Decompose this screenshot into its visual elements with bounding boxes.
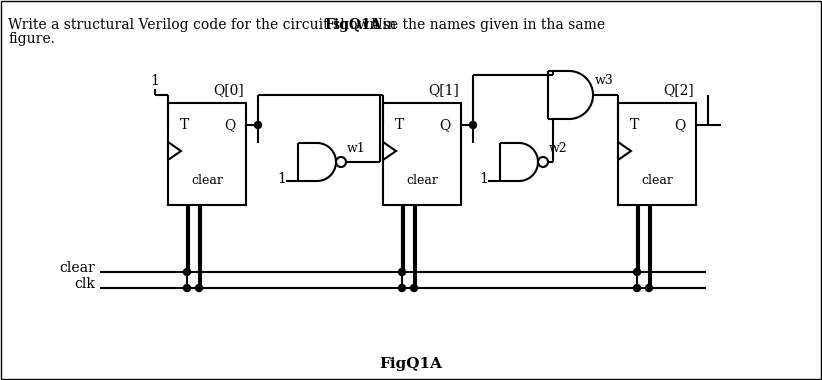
Circle shape [183,269,191,276]
Text: clear: clear [406,174,438,187]
Circle shape [183,285,191,291]
Text: T: T [630,118,639,132]
Circle shape [336,157,346,167]
Text: figure.: figure. [8,32,55,46]
Bar [383,103,461,205]
Text: .  Use the names given in tha same: . Use the names given in tha same [358,18,605,32]
Circle shape [469,122,477,128]
Text: clk: clk [74,277,95,291]
Text: clear: clear [641,174,673,187]
Text: T: T [395,118,404,132]
Text: w2: w2 [549,141,568,155]
Text: Q[2]: Q[2] [663,83,694,97]
Text: Write a structural Verilog code for the circuit shown in: Write a structural Verilog code for the … [8,18,400,32]
Text: w3: w3 [595,74,614,87]
Text: 1: 1 [277,172,286,186]
Text: w1: w1 [347,141,366,155]
Text: 1: 1 [150,74,159,88]
Text: 1: 1 [479,172,488,186]
Text: Q[1]: Q[1] [428,83,459,97]
Circle shape [399,285,405,291]
Circle shape [399,269,405,276]
Text: T: T [179,118,188,132]
Circle shape [255,122,261,128]
Polygon shape [168,142,181,160]
Circle shape [645,285,653,291]
Circle shape [634,269,640,276]
Text: Q: Q [224,118,236,132]
Circle shape [410,285,418,291]
Bar [168,103,246,205]
Text: FigQ1A: FigQ1A [325,18,382,32]
Text: FigQ1A: FigQ1A [380,357,442,371]
Text: Q: Q [440,118,450,132]
Text: clear: clear [191,174,223,187]
Bar [618,103,696,205]
Polygon shape [618,142,631,160]
Circle shape [634,285,640,291]
Circle shape [196,285,202,291]
Text: clear: clear [59,261,95,275]
Polygon shape [383,142,396,160]
Text: Q: Q [674,118,686,132]
Text: Q[0]: Q[0] [213,83,244,97]
Circle shape [538,157,548,167]
